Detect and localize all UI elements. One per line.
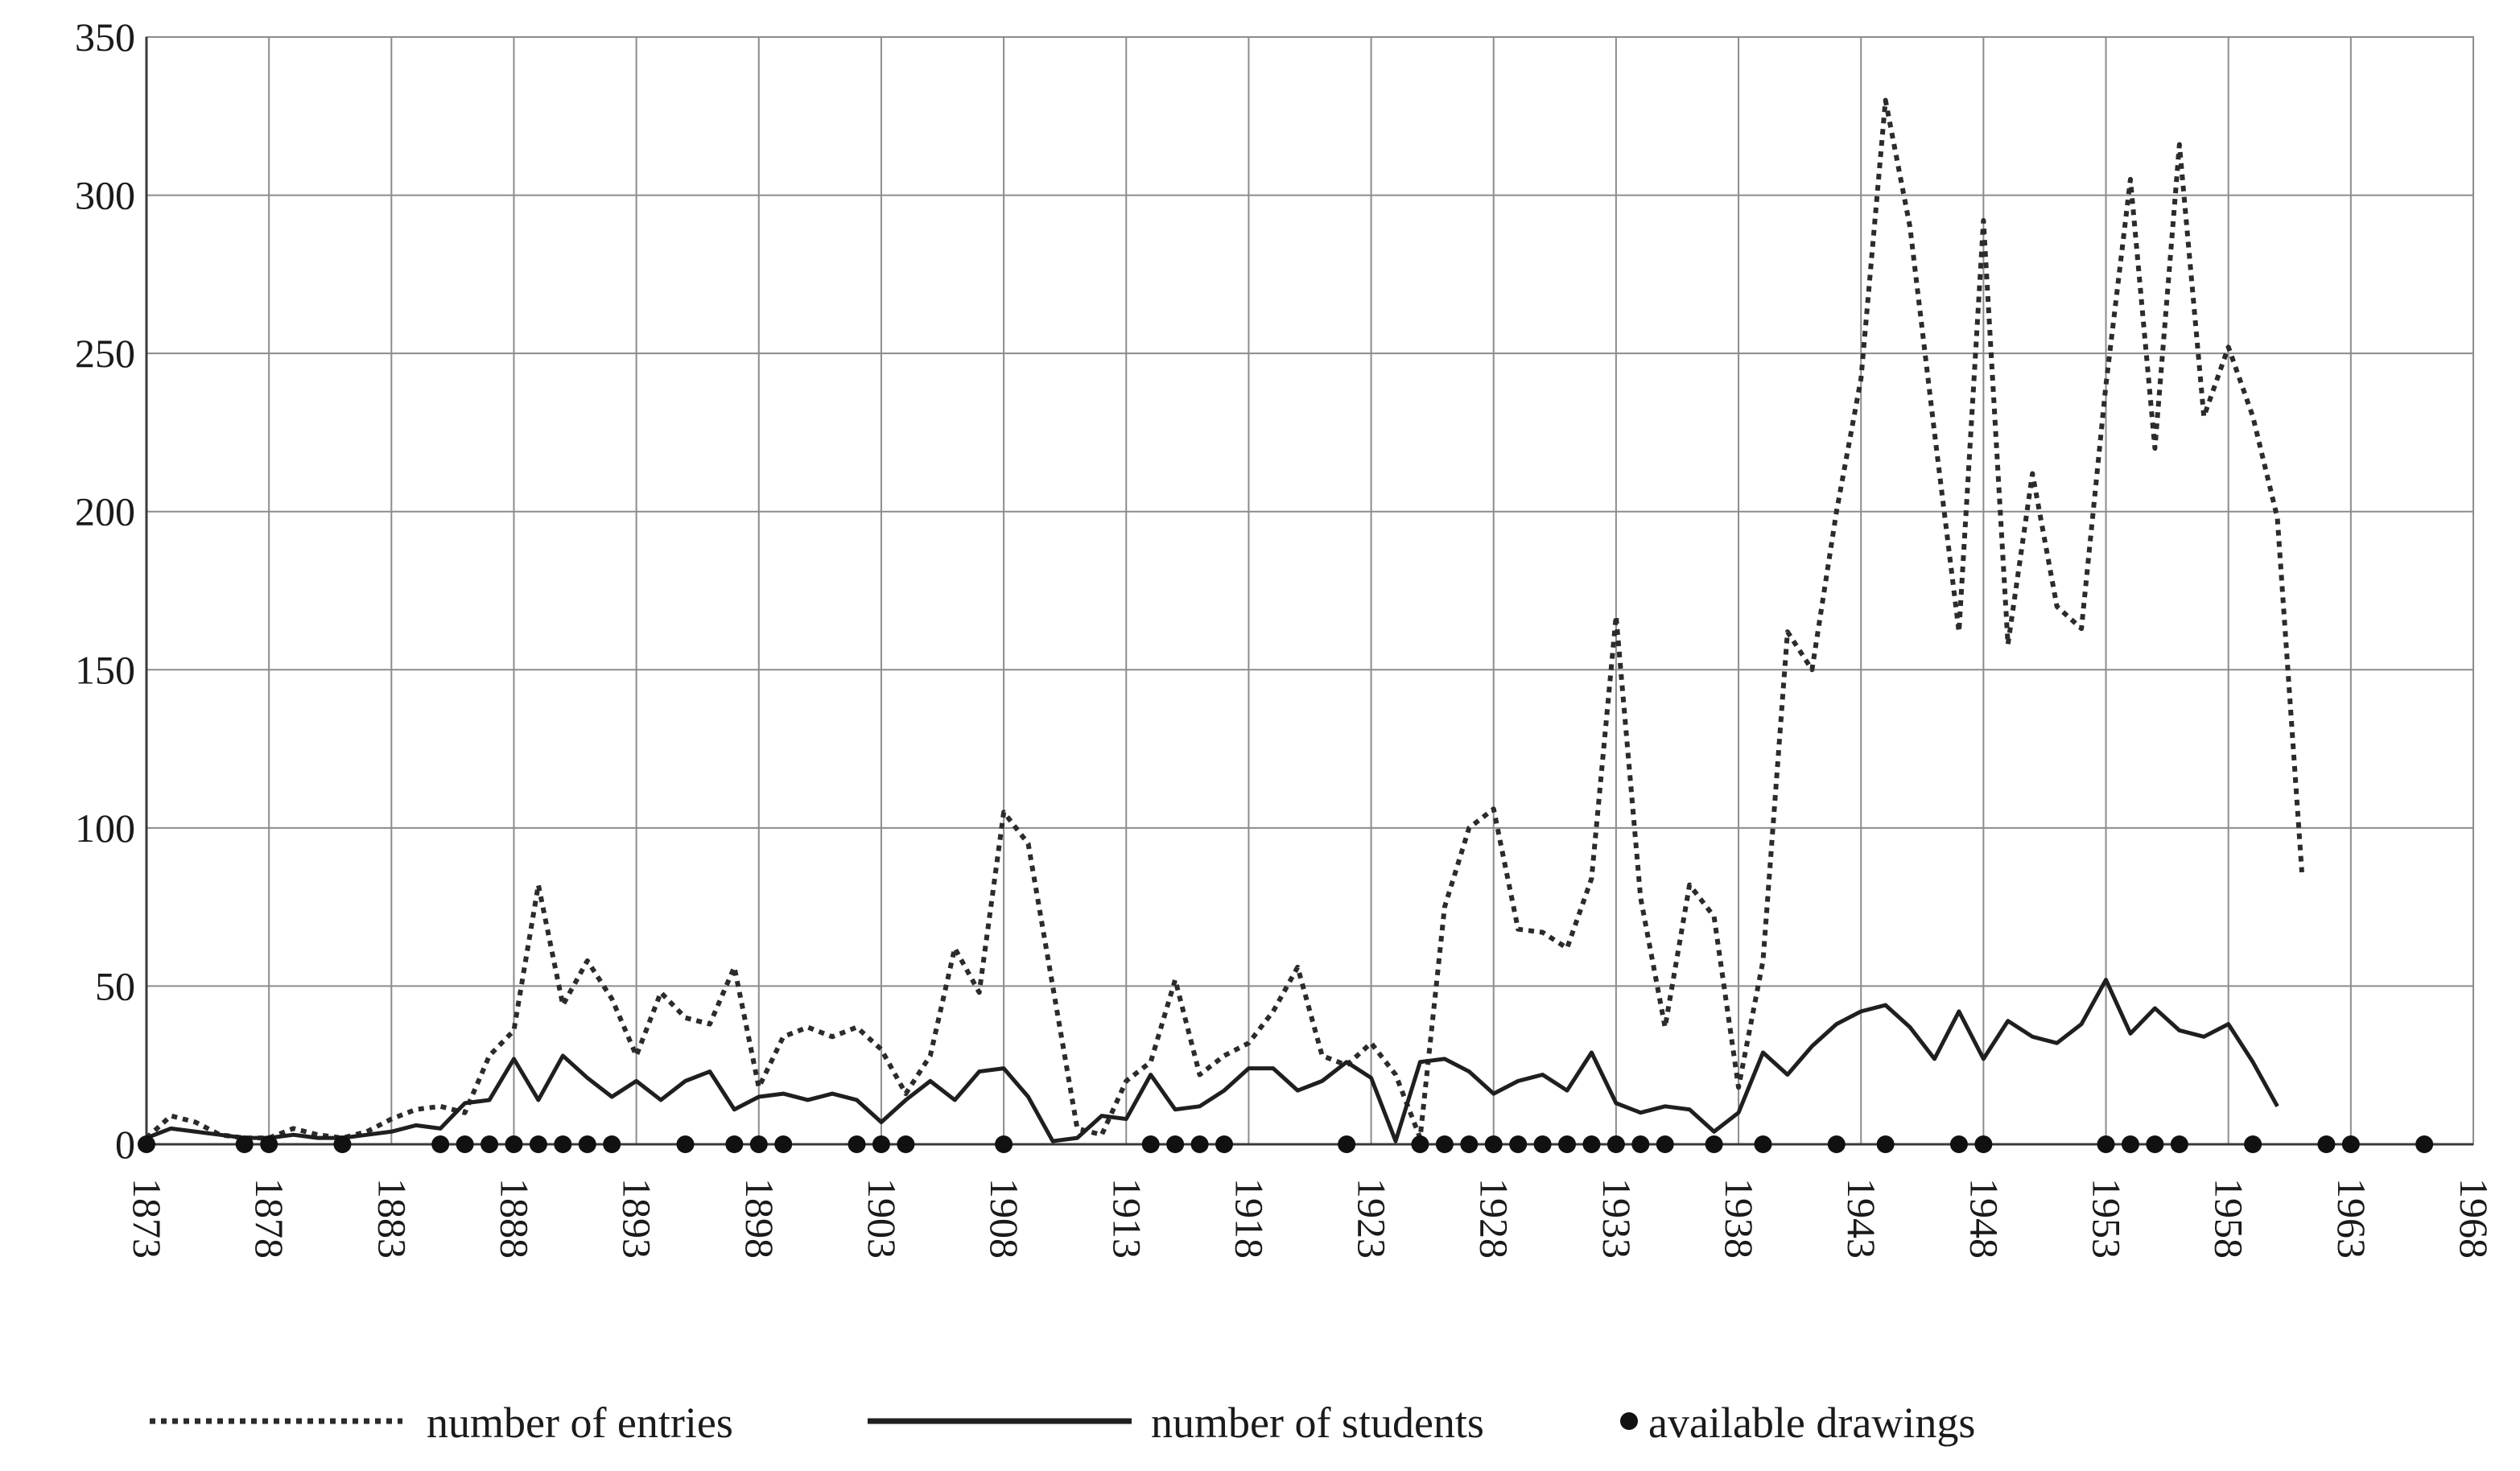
- drawing-point: [1705, 1135, 1723, 1153]
- drawing-point: [2244, 1135, 2262, 1153]
- drawing-point: [1484, 1135, 1503, 1153]
- y-tick-label: 300: [75, 173, 135, 218]
- drawing-point: [431, 1135, 450, 1153]
- x-tick-label: 1898: [737, 1178, 782, 1259]
- legend-entries-label: number of entries: [427, 1399, 733, 1447]
- x-tick-label: 1918: [1227, 1178, 1272, 1259]
- drawing-point: [578, 1135, 596, 1153]
- drawing-point: [2146, 1135, 2164, 1153]
- drawing-point: [1411, 1135, 1429, 1153]
- drawing-point: [554, 1135, 572, 1153]
- drawing-point: [480, 1135, 499, 1153]
- x-axis-ticks: 1873 1878 1883 1888 1893 1898 1903 1908 1913 1918…: [125, 1178, 2497, 1259]
- x-tick-label: 1903: [860, 1178, 905, 1259]
- drawing-point: [260, 1135, 278, 1153]
- drawing-point: [848, 1135, 866, 1153]
- series-layer: [138, 97, 2434, 1153]
- drawing-point: [2170, 1135, 2188, 1153]
- y-tick-label: 100: [75, 806, 135, 851]
- drawing-point: [1631, 1135, 1650, 1153]
- chart-grid: [146, 36, 2474, 1145]
- y-tick-label: 200: [75, 489, 135, 534]
- x-tick-label: 1913: [1104, 1178, 1149, 1259]
- drawing-point: [1974, 1135, 1993, 1153]
- drawing-point: [1827, 1135, 1846, 1153]
- drawing-point: [1215, 1135, 1233, 1153]
- legend: number of entries number of students ava…: [150, 1399, 1975, 1447]
- drawing-point: [505, 1135, 523, 1153]
- x-tick-label: 1873: [125, 1178, 170, 1259]
- drawing-point: [749, 1135, 768, 1153]
- drawing-point: [1582, 1135, 1601, 1153]
- drawing-point: [995, 1135, 1013, 1153]
- y-tick-label: 350: [75, 14, 135, 60]
- x-tick-label: 1933: [1594, 1178, 1639, 1259]
- y-tick-label: 150: [75, 647, 135, 692]
- drawing-point: [774, 1135, 793, 1153]
- drawing-point: [2341, 1135, 2360, 1153]
- drawing-point: [1460, 1135, 1479, 1153]
- drawing-point: [2121, 1135, 2139, 1153]
- y-tick-label: 0: [115, 1122, 135, 1167]
- x-tick-label: 1908: [982, 1178, 1027, 1259]
- x-tick-label: 1928: [1472, 1178, 1517, 1259]
- drawing-point: [1656, 1135, 1674, 1153]
- drawing-point: [1754, 1135, 1772, 1153]
- drawing-point: [2415, 1135, 2434, 1153]
- x-tick-label: 1948: [1961, 1178, 2007, 1259]
- drawing-point: [2317, 1135, 2336, 1153]
- drawing-point: [1141, 1135, 1160, 1153]
- drawing-point: [676, 1135, 695, 1153]
- drawing-point: [1606, 1135, 1625, 1153]
- drawing-point: [1949, 1135, 1968, 1153]
- drawing-point: [529, 1135, 547, 1153]
- drawing-point: [1166, 1135, 1185, 1153]
- series-line-students: [146, 978, 2279, 1143]
- drawing-point: [897, 1135, 915, 1153]
- drawing-point: [1190, 1135, 1209, 1153]
- drawing-point: [1533, 1135, 1552, 1153]
- drawing-point: [1509, 1135, 1528, 1153]
- legend-drawings-marker: [1620, 1412, 1638, 1430]
- drawing-point: [333, 1135, 352, 1153]
- x-tick-label: 1923: [1350, 1178, 1395, 1259]
- series-line-entries: [144, 97, 2304, 1141]
- drawing-point: [603, 1135, 621, 1153]
- drawing-point: [1558, 1135, 1577, 1153]
- plot-frame: [146, 36, 2474, 1145]
- x-tick-label: 1963: [2329, 1178, 2374, 1259]
- x-tick-label: 1958: [2207, 1178, 2252, 1259]
- drawing-point: [1876, 1135, 1895, 1153]
- drawing-point: [1435, 1135, 1454, 1153]
- drawing-point: [1338, 1135, 1356, 1153]
- x-tick-label: 1888: [492, 1178, 537, 1259]
- drawing-point: [138, 1135, 155, 1153]
- legend-drawings-label: available drawings: [1648, 1399, 1975, 1447]
- x-tick-label: 1953: [2085, 1178, 2130, 1259]
- x-tick-label: 1968: [2452, 1178, 2497, 1259]
- chart-axes: [145, 36, 2474, 1146]
- legend-students-label: number of students: [1151, 1399, 1484, 1447]
- y-axis-ticks: 0 50 100 150 200 250 300 350: [75, 14, 135, 1167]
- x-tick-label: 1878: [247, 1178, 292, 1259]
- y-tick-label: 250: [75, 331, 135, 376]
- y-tick-label: 50: [95, 963, 135, 1008]
- drawing-point: [456, 1135, 474, 1153]
- drawing-point: [2097, 1135, 2115, 1153]
- x-tick-label: 1893: [615, 1178, 660, 1259]
- drawing-point: [872, 1135, 890, 1153]
- drawing-point: [235, 1135, 254, 1153]
- x-tick-label: 1943: [1839, 1178, 1884, 1259]
- x-tick-label: 1883: [369, 1178, 415, 1259]
- drawing-point: [725, 1135, 744, 1153]
- x-tick-label: 1938: [1717, 1178, 1762, 1259]
